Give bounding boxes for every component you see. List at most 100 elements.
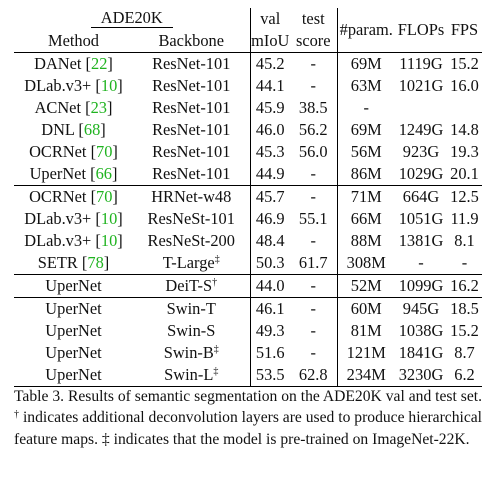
fps-cell: 19.3 xyxy=(450,141,479,161)
params-cell: 88M xyxy=(336,230,395,252)
backbone-cell: ResNet-101 xyxy=(133,97,250,119)
backbone-name: ResNeSt-101 xyxy=(147,208,235,228)
header-test-line1: test xyxy=(301,8,325,28)
params-cell: 121M xyxy=(336,342,395,364)
params-cell: 66M xyxy=(336,208,395,230)
table-row: UperNet [66] ResNet-101 44.9-86M 1029G 20.1 xyxy=(14,163,482,186)
method-name: DLab.v3+ xyxy=(24,75,92,95)
test-score-cell: 38.5 xyxy=(298,97,328,117)
params-cell: 52M xyxy=(336,274,395,298)
citation-number: 10 xyxy=(100,208,118,228)
flops-cell: 1119G xyxy=(395,52,447,75)
table-row: UperNet Swin-B‡ 51.6-121M 1841G 8.7 xyxy=(14,342,482,364)
backbone-name: Swin-T xyxy=(166,298,216,318)
method-cell: DNL [68] xyxy=(41,119,106,139)
backbone-name: ResNet-101 xyxy=(152,163,231,183)
val-miou-cell: 46.1 xyxy=(249,297,290,320)
test-score-cell: 56.2 xyxy=(298,119,328,139)
method-name: SETR xyxy=(37,252,78,272)
table-row: DANet [22] ResNet-101 45.2-69M 1119G 15.2 xyxy=(14,52,482,75)
fps-cell xyxy=(447,97,482,119)
val-miou-cell: 53.5 xyxy=(249,364,290,387)
backbone-footnote-mark: ‡ xyxy=(213,343,219,355)
flops-cell: - xyxy=(418,252,424,272)
backbone-name: ResNet-101 xyxy=(152,141,231,161)
header-val-line1: val xyxy=(249,8,290,30)
val-miou-cell: 45.3 xyxy=(249,141,290,163)
table-row: DNL [68] ResNet-101 46.0 56.2 69M 1249G 14.8 xyxy=(14,119,482,141)
header-row-2: Method Backbone mIoU score xyxy=(14,30,482,53)
flops-cell: 1249G xyxy=(398,119,444,139)
method-cell: OCRNet [70] xyxy=(29,141,118,161)
backbone-cell: Swin-S xyxy=(133,320,250,342)
table-row: ACNet [23] ResNet-101 45.9 38.5- xyxy=(14,97,482,119)
header-row-1: ADE20K val test #param. FLOPs FPS xyxy=(14,8,482,53)
backbone-footnote-mark: † xyxy=(212,276,218,288)
test-score-cell: 62.8 xyxy=(290,364,337,387)
test-score-cell: 56.0 xyxy=(298,141,328,161)
test-score-cell: 55.1 xyxy=(298,208,328,228)
table-row: SETR [78] T-Large‡ 50.3 61.7 308M - - xyxy=(14,252,482,275)
method-cell: UperNet xyxy=(14,297,133,320)
backbone-cell: T-Large‡ xyxy=(133,252,250,275)
method-cell: ACNet [23] xyxy=(34,97,113,117)
backbone-cell: ResNet-101 xyxy=(133,141,250,163)
val-miou-cell: 50.3 xyxy=(249,252,290,275)
val-miou-cell: 44.1 xyxy=(249,75,290,97)
header-params: #param. xyxy=(336,8,395,53)
backbone-cell: HRNet-w48 xyxy=(133,185,250,208)
val-miou-cell: 45.9 xyxy=(249,97,290,119)
params-cell: 234M xyxy=(336,364,395,387)
method-name: DNL xyxy=(41,119,75,139)
backbone-name: DeiT-S xyxy=(165,275,213,295)
citation-number: 66 xyxy=(95,163,112,183)
method-cell: UperNet [66] xyxy=(29,163,118,183)
backbone-name: ResNet-101 xyxy=(152,75,231,95)
method-cell: UperNet xyxy=(14,364,133,387)
test-score-cell: - xyxy=(310,230,316,250)
flops-cell: 1021G xyxy=(398,75,444,95)
method-cell: UperNet xyxy=(14,274,133,298)
table-row: UperNet Swin-T 46.1-60M 945G 18.5 xyxy=(14,297,482,320)
citation-number: 10 xyxy=(100,230,118,250)
val-miou-cell: 44.0 xyxy=(249,274,290,298)
method-name: UperNet xyxy=(45,275,102,295)
fps-cell: 16.2 xyxy=(447,274,482,298)
flops-cell: 1029G xyxy=(398,163,444,183)
method-cell: OCRNet [70] xyxy=(14,185,133,208)
method-name: OCRNet xyxy=(29,186,87,206)
method-cell: DANet [22] xyxy=(14,52,133,75)
citation-number: 23 xyxy=(90,97,107,117)
header-method: Method xyxy=(48,30,99,50)
flops-cell: 1381G xyxy=(398,230,444,250)
flops-cell: 923G xyxy=(402,141,440,161)
backbone-cell: ResNet-101 xyxy=(133,75,250,97)
fps-cell: 20.1 xyxy=(450,163,479,183)
params-cell: 69M xyxy=(336,119,395,141)
val-miou-cell: 51.6 xyxy=(249,342,290,364)
test-score-cell: - xyxy=(310,163,316,183)
table-row: DLab.v3+ [10] ResNeSt-101 46.9 55.1 66M 1051G… xyxy=(14,208,482,230)
citation-number: 78 xyxy=(87,252,104,272)
results-table: ADE20K val test #param. FLOPs FPS Method… xyxy=(14,8,482,387)
backbone-cell: Swin-T xyxy=(133,297,250,320)
flops-cell: 1038G xyxy=(398,320,444,340)
flops-cell: 664G xyxy=(395,185,447,208)
fps-cell: 8.7 xyxy=(454,342,475,362)
backbone-name: Swin-B xyxy=(163,342,214,362)
header-fps: FPS xyxy=(450,19,479,39)
method-name: DLab.v3+ xyxy=(24,208,92,228)
fps-cell: 12.5 xyxy=(447,185,482,208)
backbone-cell: ResNet-101 xyxy=(133,163,250,186)
caption-dagger-text: indicates additional deconvolution layer… xyxy=(14,409,482,448)
val-miou-cell: 46.9 xyxy=(249,208,290,230)
header-test-line2: score xyxy=(295,30,331,50)
table-row: UperNet Swin-L‡ 53.5 62.8 234M 3230G 6.2 xyxy=(14,364,482,387)
method-name: DLab.v3+ xyxy=(24,230,92,250)
test-score-cell: - xyxy=(310,342,316,362)
table-row: UperNet Swin-S 49.3-81M 1038G 15.2 xyxy=(14,320,482,342)
test-score-cell: 61.7 xyxy=(298,252,328,272)
val-miou-cell: 45.2 xyxy=(249,52,290,75)
backbone-cell: ResNet-101 xyxy=(133,52,250,75)
